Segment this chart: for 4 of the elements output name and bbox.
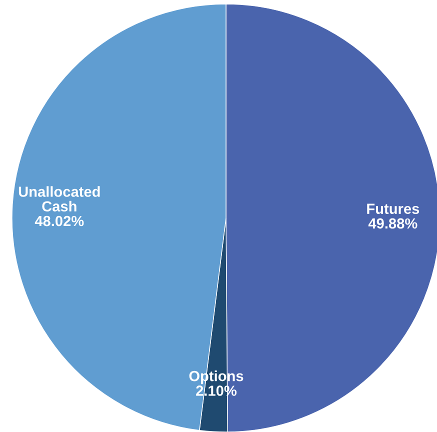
slice-label: Futures (367, 204, 420, 214)
data-label: 49.88% (368, 218, 418, 229)
slice-label: Unallocated Cash (18, 186, 100, 212)
data-label: 48.02% (34, 216, 84, 226)
